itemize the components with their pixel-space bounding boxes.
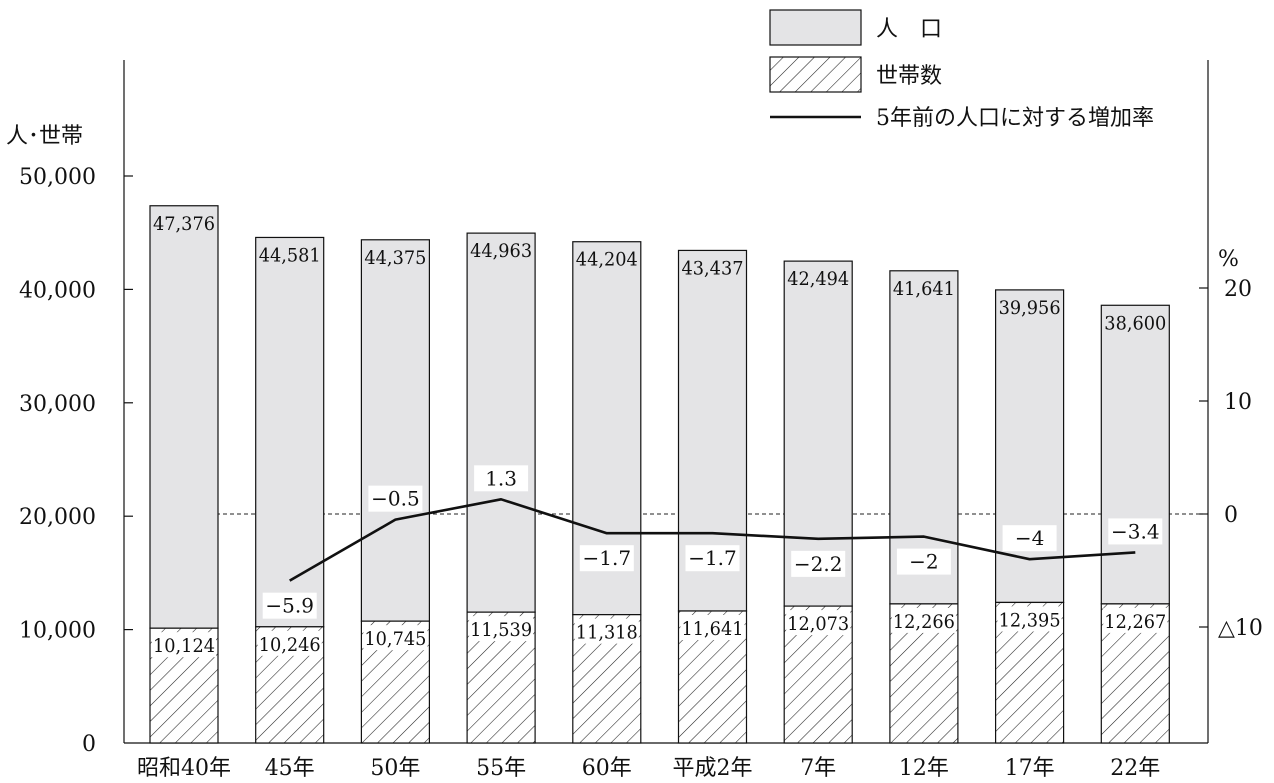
households-label-bg	[469, 616, 534, 642]
rate-label-bg	[1002, 525, 1057, 552]
population-value-label: 39,956	[999, 297, 1061, 319]
category-label: 60年	[582, 756, 632, 781]
category-label: 45年	[265, 756, 315, 781]
y2-tick-label: △10	[1218, 616, 1263, 641]
rate-label-bg	[262, 592, 317, 619]
households-label-bg	[363, 625, 428, 651]
y-tick-label: 10,000	[19, 619, 96, 644]
population-value-label: 44,963	[470, 240, 532, 262]
rate-value-label: −4	[1015, 526, 1044, 550]
y2-axis-title: %	[1218, 247, 1239, 272]
population-bar	[994, 289, 1065, 604]
population-bar	[466, 232, 536, 613]
category-label: 50年	[370, 756, 420, 781]
rate-label-bg	[368, 485, 423, 512]
rate-label-bg	[685, 545, 740, 572]
population-value-label: 41,641	[893, 278, 955, 300]
y2-tick-label: 0	[1224, 503, 1238, 528]
y2-tick-label: 10	[1224, 390, 1252, 415]
households-label-bg	[891, 607, 956, 633]
rate-value-label: −0.5	[371, 487, 420, 511]
population-bar	[889, 270, 959, 605]
category-label: 平成2年	[673, 756, 753, 781]
rate-value-label: −5.9	[265, 594, 314, 618]
legend-label-households: 世帯数	[876, 64, 942, 89]
category-label: 7年	[800, 756, 836, 781]
y-tick-label: 20,000	[19, 505, 96, 530]
population-bar	[149, 205, 219, 629]
rate-label-bg	[579, 545, 634, 572]
population-value-label: 43,437	[682, 257, 744, 279]
rate-value-label: −2.2	[794, 552, 843, 576]
rate-value-label: −3.4	[1111, 519, 1160, 543]
rate-value-label: −2	[909, 550, 938, 574]
households-value-label: 10,246	[259, 634, 321, 656]
population-value-label: 44,581	[259, 244, 321, 266]
rate-label-bg	[474, 465, 529, 492]
population-bar	[360, 239, 430, 622]
category-label: 昭和40年	[137, 756, 231, 781]
population-value-label: 44,375	[364, 247, 426, 269]
households-label-bg	[680, 614, 745, 640]
rate-label-bg	[896, 548, 951, 575]
legend-swatch-households	[769, 56, 862, 93]
rate-label-bg	[1108, 518, 1163, 545]
legend-label-population: 人 口	[876, 17, 942, 42]
rate-value-label: −1.7	[688, 546, 737, 570]
y-tick-label: 50,000	[19, 165, 96, 190]
rate-value-label: −1.7	[583, 546, 632, 570]
y2-tick-label: 20	[1224, 277, 1252, 302]
population-bar	[783, 260, 853, 607]
households-value-label: 12,073	[787, 613, 849, 635]
population-value-label: 42,494	[787, 268, 849, 290]
households-value-label: 12,266	[893, 611, 955, 633]
category-label: 17年	[1005, 756, 1055, 781]
legend-label-rate: 5年前の人口に対する増加率	[876, 106, 1154, 131]
category-label: 22年	[1110, 756, 1160, 781]
y-tick-label: 40,000	[19, 278, 96, 303]
y-axis-title: 人･世帯	[6, 124, 83, 149]
households-label-bg	[786, 610, 851, 636]
households-value-label: 11,539	[470, 619, 532, 641]
households-value-label: 10,745	[364, 628, 426, 650]
households-label-bg	[1103, 607, 1168, 633]
households-value-label: 12,267	[1104, 611, 1166, 633]
legend: 人 口 世帯数 5年前の人口に対する増加率	[769, 9, 1154, 131]
households-value-label: 11,318	[576, 622, 638, 644]
households-value-label: 10,124	[153, 635, 215, 657]
population-value-label: 47,376	[153, 213, 215, 235]
category-label: 12年	[899, 756, 949, 781]
rate-value-label: 1.3	[485, 466, 517, 490]
households-label-bg	[997, 606, 1062, 632]
population-value-label: 44,204	[576, 249, 638, 271]
households-label-bg	[257, 630, 322, 656]
y-tick-label: 0	[82, 732, 96, 757]
households-label-bg	[152, 632, 216, 658]
category-label: 55年	[476, 756, 526, 781]
rate-label-bg	[791, 550, 846, 577]
households-value-label: 12,395	[999, 609, 1061, 631]
y-tick-label: 30,000	[19, 392, 96, 417]
population-value-label: 38,600	[1104, 312, 1166, 334]
households-label-bg	[574, 618, 639, 644]
population-bar	[1100, 304, 1170, 605]
growth-rate-line	[289, 498, 1136, 582]
population-bar	[255, 236, 325, 628]
legend-swatch-population	[769, 9, 862, 46]
households-value-label: 11,641	[682, 618, 744, 640]
